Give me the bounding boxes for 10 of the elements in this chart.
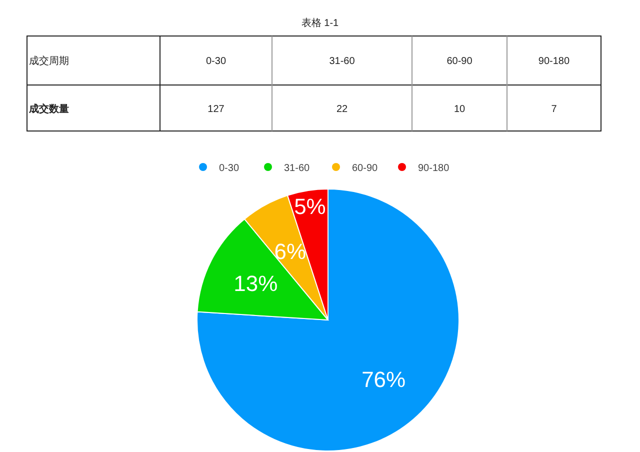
legend-label: 90-180 bbox=[418, 163, 450, 174]
table: 成交周期 成交数量 0-30 127 31-60 22 60-90 10 90-180 7 bbox=[26, 36, 602, 132]
legend-label: 0-30 bbox=[219, 163, 240, 174]
data-label: 13% bbox=[234, 271, 278, 296]
chart-title: 表格 1-1 bbox=[301, 17, 340, 29]
data-label: 76% bbox=[362, 367, 406, 392]
data-label: 5% bbox=[294, 194, 326, 220]
data-label: 6% bbox=[274, 239, 306, 264]
legend-label: 60-90 bbox=[352, 163, 378, 174]
legend-label: 31-60 bbox=[284, 163, 310, 174]
